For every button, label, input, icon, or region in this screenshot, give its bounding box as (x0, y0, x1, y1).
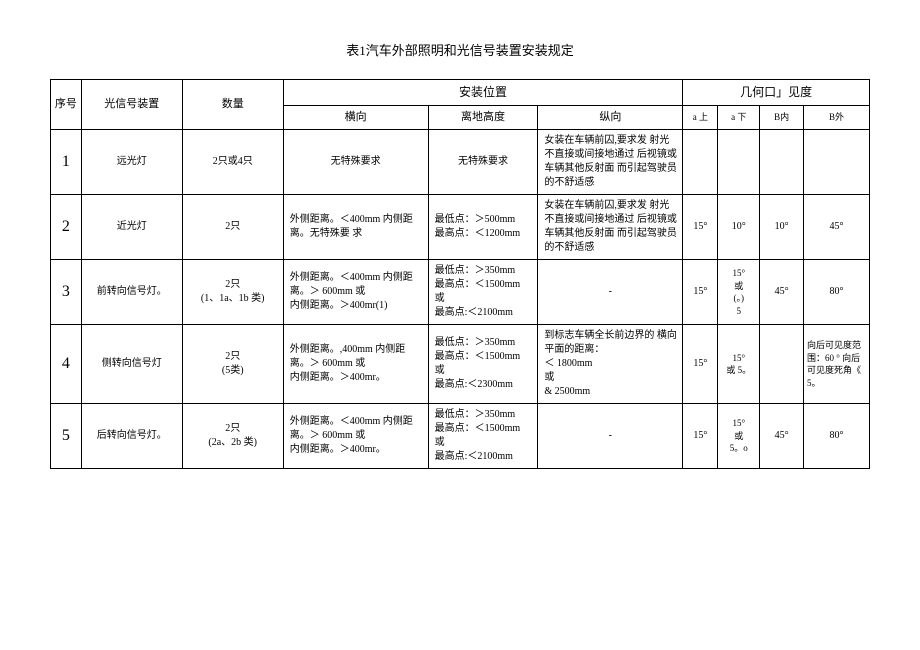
cell-seq: 2 (51, 195, 82, 260)
cell-b-out (804, 130, 870, 195)
table-row: 4 侧转向信号灯 2只(5类) 外侧距离。,400mm 内侧距离。＞ 600mm… (51, 325, 870, 404)
cell-name: 远光灯 (81, 130, 182, 195)
cell-name: 前转向信号灯。 (81, 260, 182, 325)
cell-b-out: 向后可见度范围：60 ° 向后可见度死角《 5。 (804, 325, 870, 404)
table-row: 5 后转向信号灯。 2只(2a、2b 类) 外侧距离。＜400mm 内侧距离。＞… (51, 404, 870, 469)
cell-horiz: 外侧距离。＜400mm 内侧距离。＞ 600mm 或内侧距离。＞400mr(1) (283, 260, 428, 325)
cell-a-up (683, 130, 718, 195)
cell-b-out: 45° (804, 195, 870, 260)
cell-a-down: 10° (718, 195, 760, 260)
hdr-geo: 几何口」见度 (683, 80, 870, 106)
cell-height: 最低点：＞350mm最高点：＜1500mm或最高点:＜2300mm (428, 325, 538, 404)
cell-vert: 女装在车辆前囚,要求发 射光不直接或间接地通过 后视镜或车辆其他反射面 而引起驾… (538, 130, 683, 195)
cell-b-in: 45° (760, 260, 804, 325)
cell-height: 最低点：＞350mm最高点：＜1500mm或最高点:＜2100mm (428, 404, 538, 469)
cell-horiz: 无特殊要求 (283, 130, 428, 195)
cell-seq: 1 (51, 130, 82, 195)
cell-height: 无特殊要求 (428, 130, 538, 195)
cell-qty: 2只(1、1a、1b 类) (182, 260, 283, 325)
cell-a-down: 15°或5。o (718, 404, 760, 469)
cell-name: 侧转向信号灯 (81, 325, 182, 404)
table-row: 1 远光灯 2只或4只 无特殊要求 无特殊要求 女装在车辆前囚,要求发 射光不直… (51, 130, 870, 195)
cell-qty: 2只(5类) (182, 325, 283, 404)
cell-qty: 2只 (182, 195, 283, 260)
cell-horiz: 外侧距离。＜400mm 内侧距离。＞ 600mm 或内侧距离。＞400mr。 (283, 404, 428, 469)
cell-vert: 女装在车辆前囚,要求发 射光不直接或间接地通过 后视镜或车辆其他反射面 而引起驾… (538, 195, 683, 260)
cell-qty: 2只或4只 (182, 130, 283, 195)
cell-a-up: 15° (683, 404, 718, 469)
table-row: 2 近光灯 2只 外侧距离。＜400mm 内侧距离。无特殊要 求 最低点：＞50… (51, 195, 870, 260)
cell-b-in: 45° (760, 404, 804, 469)
hdr-seq: 序号 (51, 80, 82, 130)
hdr-qty: 数量 (182, 80, 283, 130)
regulation-table: 序号 光信号装置 数量 安装位置 几何口」见度 横向 离地高度 纵向 a 上 a… (50, 79, 870, 469)
table-title: 表1汽车外部照明和光信号装置安装规定 (50, 40, 870, 59)
cell-a-up: 15° (683, 325, 718, 404)
hdr-a-up: a 上 (683, 105, 718, 129)
cell-b-in (760, 130, 804, 195)
cell-b-out: 80° (804, 404, 870, 469)
hdr-install: 安装位置 (283, 80, 683, 106)
cell-a-up: 15° (683, 195, 718, 260)
cell-seq: 3 (51, 260, 82, 325)
hdr-b-out: B外 (804, 105, 870, 129)
cell-height: 最低点：＞350mm最高点：＜1500mm或最高点:＜2100mm (428, 260, 538, 325)
hdr-a-down: a 下 (718, 105, 760, 129)
table-row: 3 前转向信号灯。 2只(1、1a、1b 类) 外侧距离。＜400mm 内侧距离… (51, 260, 870, 325)
hdr-vert: 纵向 (538, 105, 683, 129)
hdr-name: 光信号装置 (81, 80, 182, 130)
cell-vert: - (538, 260, 683, 325)
cell-qty: 2只(2a、2b 类) (182, 404, 283, 469)
hdr-horiz: 横向 (283, 105, 428, 129)
cell-seq: 5 (51, 404, 82, 469)
cell-name: 后转向信号灯。 (81, 404, 182, 469)
header-row-1: 序号 光信号装置 数量 安装位置 几何口」见度 (51, 80, 870, 106)
cell-vert: - (538, 404, 683, 469)
cell-a-up: 15° (683, 260, 718, 325)
hdr-height: 离地高度 (428, 105, 538, 129)
cell-horiz: 外侧距离。,400mm 内侧距离。＞ 600mm 或内侧距离。＞400mr。 (283, 325, 428, 404)
cell-b-in (760, 325, 804, 404)
cell-b-in: 10° (760, 195, 804, 260)
cell-height: 最低点：＞500mm最高点：＜1200mm (428, 195, 538, 260)
cell-b-out: 80° (804, 260, 870, 325)
cell-horiz: 外侧距离。＜400mm 内侧距离。无特殊要 求 (283, 195, 428, 260)
cell-vert: 到标志车辆全长前边界的 横向平面的距离：＜ 1800mm或& 2500mm (538, 325, 683, 404)
cell-seq: 4 (51, 325, 82, 404)
cell-a-down (718, 130, 760, 195)
cell-a-down: 15°或 5。 (718, 325, 760, 404)
cell-a-down: 15°或(。)5 (718, 260, 760, 325)
hdr-b-in: B内 (760, 105, 804, 129)
cell-name: 近光灯 (81, 195, 182, 260)
